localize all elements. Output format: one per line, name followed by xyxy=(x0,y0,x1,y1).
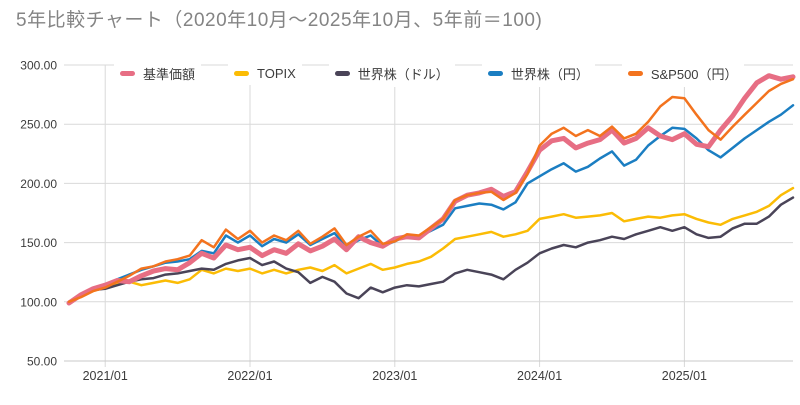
y-axis-tick-label: 300.00 xyxy=(20,59,57,73)
y-axis-tick-label: 150.00 xyxy=(20,236,57,250)
x-axis-tick-label: 2022/01 xyxy=(227,369,272,383)
legend-label: 世界株（ドル） xyxy=(357,67,449,82)
x-axis-tick-label: 2024/01 xyxy=(517,369,562,383)
legend-swatch-icon xyxy=(627,71,643,76)
legend-item-topix[interactable]: TOPIX xyxy=(228,62,302,85)
y-axis-tick-label: 250.00 xyxy=(20,118,57,132)
legend-swatch-icon xyxy=(120,71,135,76)
y-axis-tick-label: 100.00 xyxy=(20,295,57,309)
legend-swatch-icon xyxy=(334,71,350,76)
y-axis-tick-label: 50.00 xyxy=(27,355,57,369)
legend-label: 基準価額 xyxy=(143,67,196,82)
legend-label: S&P500（円） xyxy=(650,67,738,82)
legend-item-world-stocks-jpy[interactable]: 世界株（円） xyxy=(481,60,595,87)
legend-swatch-icon xyxy=(234,71,250,76)
y-axis-tick-label: 200.00 xyxy=(20,177,57,191)
legend-item-sp500-jpy[interactable]: S&P500（円） xyxy=(621,60,744,87)
chart-title: 5年比較チャート（2020年10月〜2025年10月、5年前＝100) xyxy=(16,10,543,31)
x-axis-tick-label: 2023/01 xyxy=(372,369,417,383)
legend-swatch-icon xyxy=(487,71,503,76)
x-axis-tick-label: 2025/01 xyxy=(662,369,707,383)
chart-legend: 基準価額 TOPIX 世界株（ドル） 世界株（円） S&P500（円） xyxy=(114,60,744,87)
legend-item-world-stocks-usd[interactable]: 世界株（ドル） xyxy=(328,60,455,87)
legend-item-fund-nav[interactable]: 基準価額 xyxy=(114,60,202,87)
series-line-sp500-jpy xyxy=(67,77,795,304)
legend-label: 世界株（円） xyxy=(510,67,589,82)
legend-label: TOPIX xyxy=(257,66,296,81)
series-line-topix xyxy=(67,186,795,304)
series-line-world-stocks-usd xyxy=(67,196,795,304)
x-axis-tick-label: 2021/01 xyxy=(83,369,128,383)
